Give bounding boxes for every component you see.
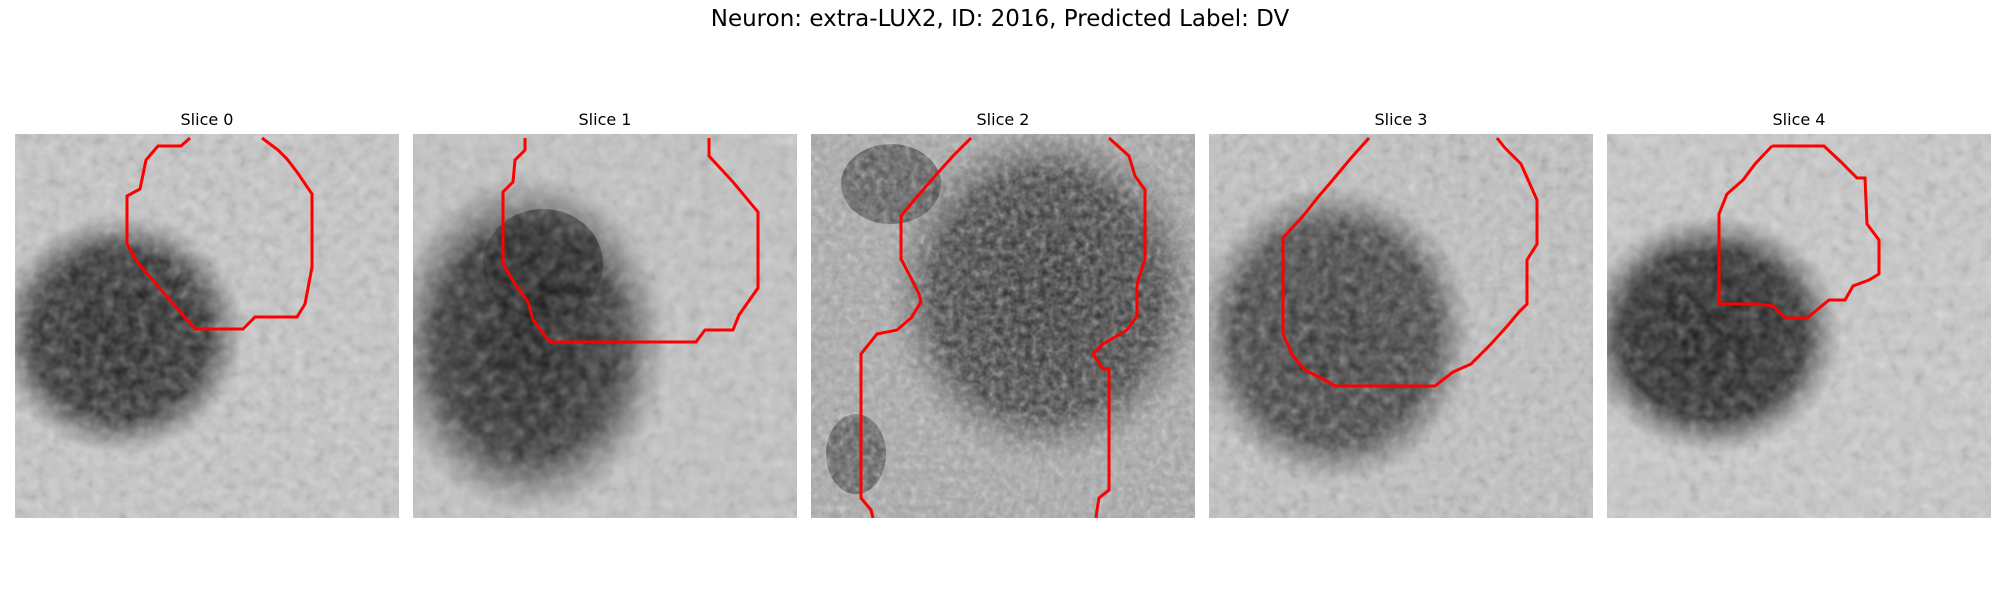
slice-panel-3: Slice 3: [1209, 110, 1593, 520]
slice-title: Slice 1: [578, 110, 632, 129]
slice-image: [1209, 134, 1593, 518]
slice-image: [1607, 134, 1991, 518]
slice-image: [15, 134, 399, 518]
contour-line: [501, 138, 760, 344]
contour-line: [125, 136, 314, 331]
slice-image: [811, 134, 1195, 518]
contour-line: [1717, 144, 1881, 320]
contour-line: [859, 136, 973, 518]
slice-title: Slice 4: [1772, 110, 1826, 129]
image-texture: [1209, 134, 1593, 518]
contour-line: [1091, 136, 1147, 518]
slice-image: [413, 134, 797, 518]
slice-panel-4: Slice 4: [1607, 110, 1991, 520]
image-texture: [15, 134, 399, 518]
figure-title: Neuron: extra-LUX2, ID: 2016, Predicted …: [710, 6, 1290, 32]
image-texture: [811, 134, 1195, 518]
slice-panel-0: Slice 0: [15, 110, 399, 520]
contour-line: [1281, 136, 1539, 388]
slice-title: Slice 2: [976, 110, 1030, 129]
image-texture: [1607, 134, 1991, 518]
slice-panel-1: Slice 1: [413, 110, 797, 520]
slice-title: Slice 3: [1374, 110, 1428, 129]
slice-panel-2: Slice 2: [811, 110, 1195, 520]
slice-title: Slice 0: [180, 110, 234, 129]
